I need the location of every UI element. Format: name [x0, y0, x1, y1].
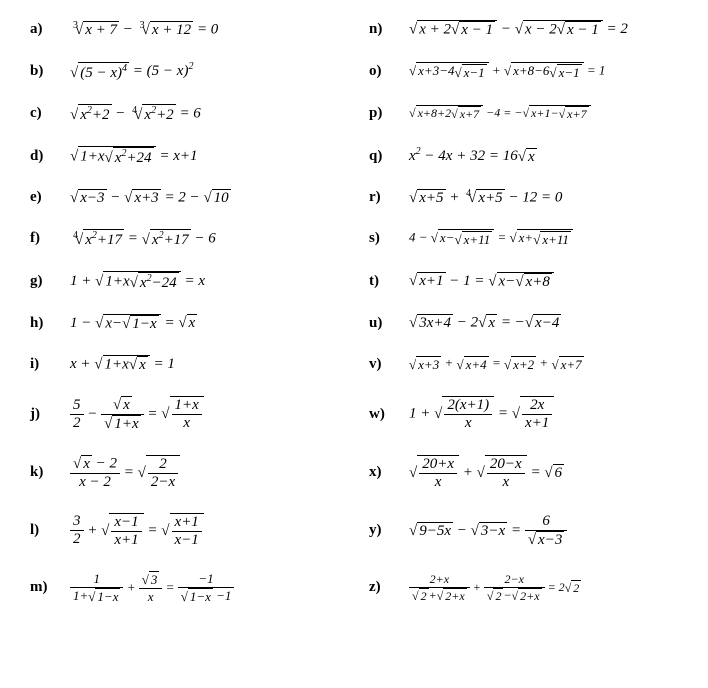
equation: √x−3 − √x+3 = 2 − √10	[70, 189, 231, 207]
problem-s: s) 4 − √x−√x+11 = √x+√x+11	[369, 229, 678, 249]
label: t)	[369, 273, 409, 290]
label: a)	[30, 21, 70, 38]
equation: √1+x√x2+24 = x+1	[70, 146, 197, 167]
equation: 4 − √x−√x+11 = √x+√x+11	[409, 229, 573, 248]
problem-k: k) √x − 2x − 2 = √22−x	[30, 455, 339, 491]
equation: √x+5 + 4√x+5 − 12 = 0	[409, 189, 562, 207]
equation: 32 + √x−1x+1 = √x+1x−1	[70, 513, 204, 549]
equation: √3x+4 − 2√x = −√x−4	[409, 314, 561, 332]
label: x)	[369, 464, 409, 481]
label: p)	[369, 105, 409, 122]
problem-i: i) x + √1+x√x = 1	[30, 355, 339, 374]
label: c)	[30, 105, 70, 122]
label: j)	[30, 406, 70, 423]
label: k)	[30, 464, 70, 481]
label: o)	[369, 63, 409, 80]
problem-c: c) √x2+2 − 4√x2+2 = 6	[30, 104, 339, 124]
problem-v: v) √x+3 + √x+4 = √x+2 + √x+7	[369, 355, 678, 374]
equation: √x+1 − 1 = √x−√x+8	[409, 272, 554, 291]
label: d)	[30, 148, 70, 165]
problem-g: g) 1 + √1+x√x2−24 = x	[30, 271, 339, 292]
problem-p: p) √x+8+2√x+7 −4 = −√x+1−√x+7	[369, 104, 678, 124]
equation: 52 − √x√1+x = √1+xx	[70, 396, 204, 433]
problem-x: x) √20+xx + √20−xx = √6	[369, 455, 678, 491]
problem-h: h) 1 − √x−√1−x = √x	[30, 314, 339, 333]
equation: √9−5x − √3−x = 6√x−3	[409, 513, 567, 549]
label: q)	[369, 148, 409, 165]
label: i)	[30, 356, 70, 373]
problem-r: r) √x+5 + 4√x+5 − 12 = 0	[369, 189, 678, 207]
label: r)	[369, 189, 409, 206]
problem-j: j) 52 − √x√1+x = √1+xx	[30, 396, 339, 433]
label: h)	[30, 315, 70, 332]
problem-o: o) √x+3−4√x−1 + √x+8−6√x−1 = 1	[369, 61, 678, 82]
equation: √x+3−4√x−1 + √x+8−6√x−1 = 1	[409, 62, 605, 81]
equation: 1 + √1+x√x2−24 = x	[70, 271, 205, 292]
problem-w: w) 1 + √2(x+1)x = √2xx+1	[369, 396, 678, 433]
equation: x + √1+x√x = 1	[70, 355, 175, 374]
label: v)	[369, 356, 409, 373]
label: g)	[30, 273, 70, 290]
problem-f: f) 4√x2+17 = √x2+17 − 6	[30, 229, 339, 249]
problem-e: e) √x−3 − √x+3 = 2 − √10	[30, 189, 339, 207]
label: m)	[30, 579, 70, 596]
problem-y: y) √9−5x − √3−x = 6√x−3	[369, 513, 678, 549]
label: s)	[369, 230, 409, 247]
equation: √x2+2 − 4√x2+2 = 6	[70, 104, 201, 124]
problem-b: b) √(5 − x)4 = (5 − x)2	[30, 61, 339, 82]
problem-q: q) x2 − 4x + 32 = 16√x	[369, 146, 678, 167]
label: u)	[369, 315, 409, 332]
equation: √x+3 + √x+4 = √x+2 + √x+7	[409, 355, 584, 373]
equation: √x+8+2√x+7 −4 = −√x+1−√x+7	[409, 105, 591, 122]
label: f)	[30, 230, 70, 247]
label: y)	[369, 522, 409, 539]
equation: 1 + √2(x+1)x = √2xx+1	[409, 396, 554, 432]
label: w)	[369, 406, 409, 423]
problem-z: z) 2+x√2+√2+x + 2−x√2−√2+x = 2√2	[369, 571, 678, 606]
problem-l: l) 32 + √x−1x+1 = √x+1x−1	[30, 513, 339, 549]
equation: √(5 − x)4 = (5 − x)2	[70, 61, 193, 82]
label: l)	[30, 522, 70, 539]
equation: 2+x√2+√2+x + 2−x√2−√2+x = 2√2	[409, 572, 581, 604]
problem-a: a) 3√x + 7 − 3√x + 12 = 0	[30, 20, 339, 39]
label: z)	[369, 579, 409, 596]
problem-u: u) √3x+4 − 2√x = −√x−4	[369, 314, 678, 333]
label: e)	[30, 189, 70, 206]
problem-n: n) √x + 2√x − 1 − √x − 2√x − 1 = 2	[369, 20, 678, 39]
equation: √20+xx + √20−xx = √6	[409, 455, 564, 491]
problem-m: m) 11+√1−x + √3x = −1√1−x −1	[30, 571, 339, 606]
equation: 1 − √x−√1−x = √x	[70, 314, 197, 333]
label: n)	[369, 21, 409, 38]
equation: 3√x + 7 − 3√x + 12 = 0	[70, 21, 218, 39]
equation: √x − 2x − 2 = √22−x	[70, 455, 180, 491]
equation: x2 − 4x + 32 = 16√x	[409, 146, 537, 166]
problem-d: d) √1+x√x2+24 = x+1	[30, 146, 339, 167]
equation: √x + 2√x − 1 − √x − 2√x − 1 = 2	[409, 20, 628, 39]
equation: 11+√1−x + √3x = −1√1−x −1	[70, 571, 234, 606]
problem-t: t) √x+1 − 1 = √x−√x+8	[369, 271, 678, 292]
label: b)	[30, 63, 70, 80]
equation: 4√x2+17 = √x2+17 − 6	[70, 229, 216, 249]
